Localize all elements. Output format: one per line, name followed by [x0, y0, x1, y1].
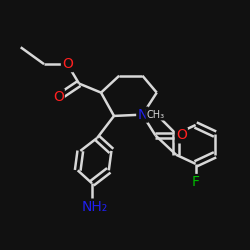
Text: CH₃: CH₃ [146, 110, 164, 120]
Text: O: O [53, 90, 64, 104]
Text: O: O [176, 128, 187, 142]
Text: NH₂: NH₂ [82, 200, 108, 213]
Text: N: N [137, 108, 148, 122]
Text: F: F [192, 175, 200, 189]
Text: O: O [62, 57, 73, 71]
